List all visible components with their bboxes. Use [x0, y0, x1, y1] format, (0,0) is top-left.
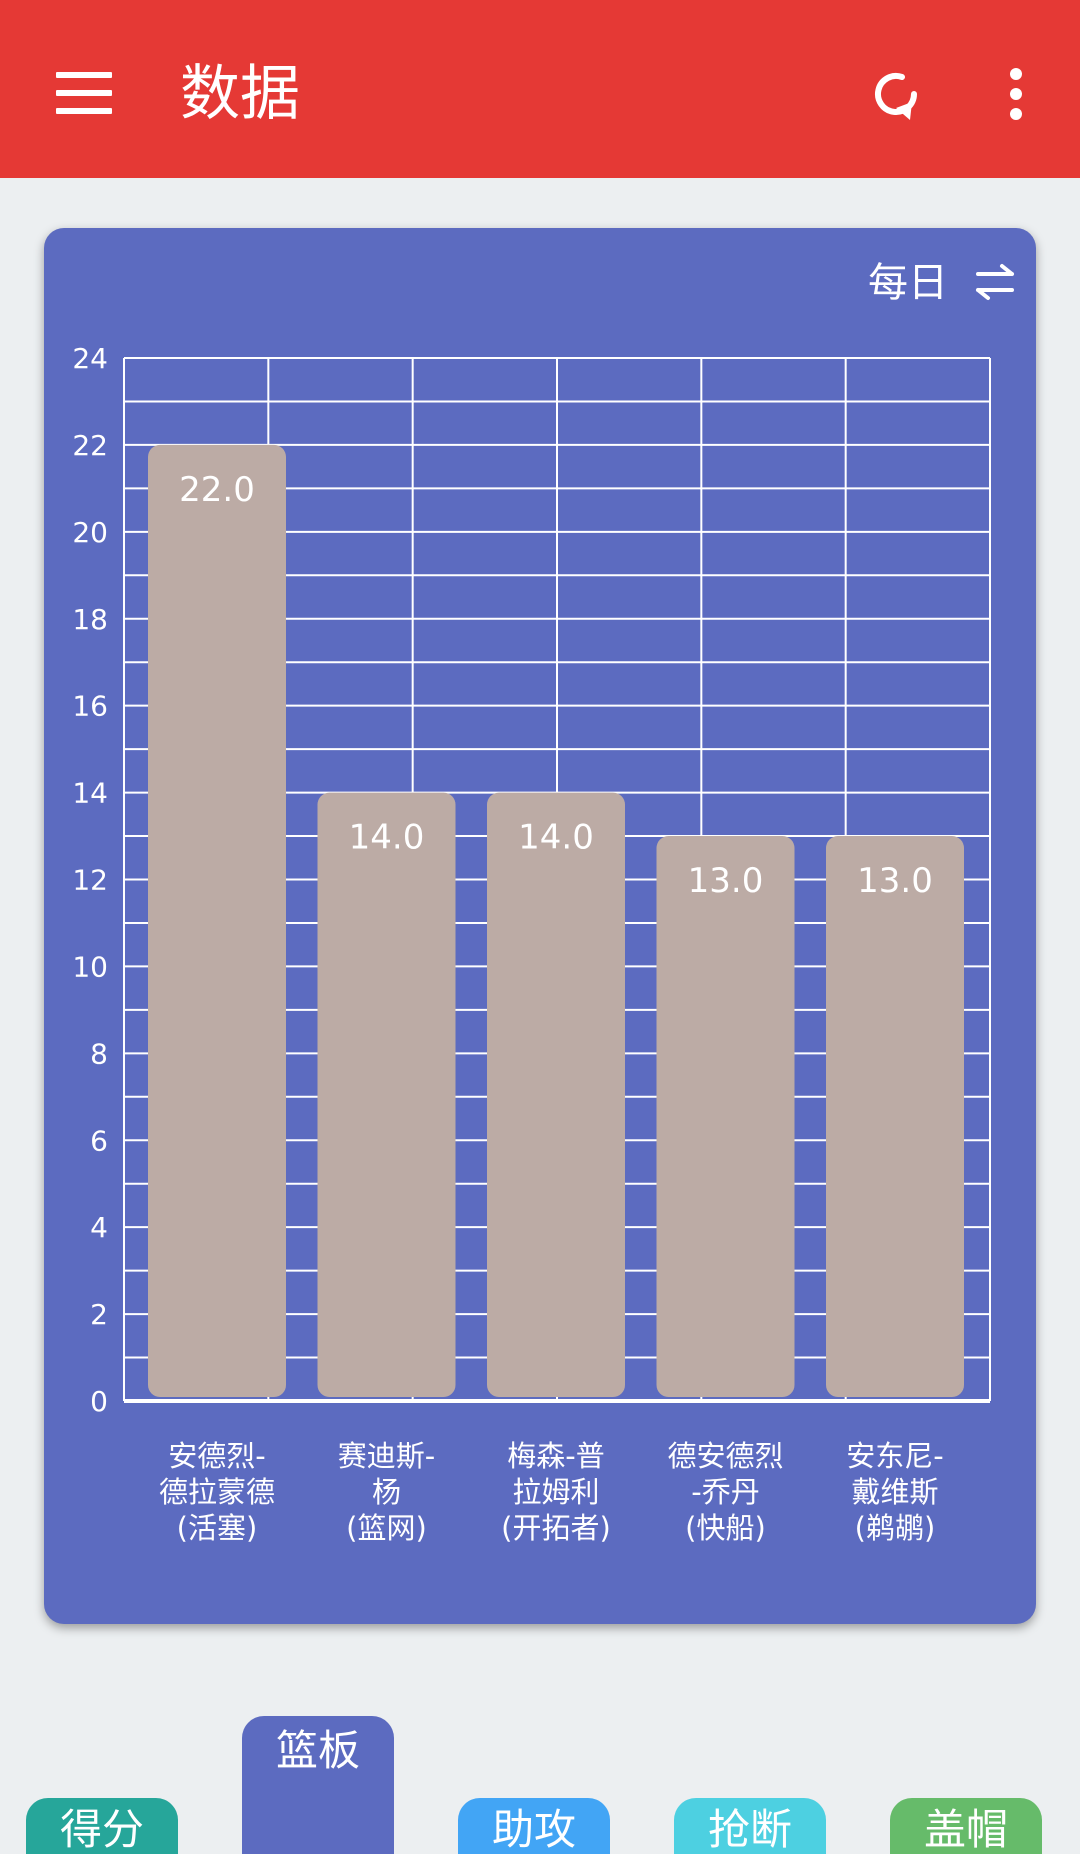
bar-value-label: 14.0: [349, 818, 425, 858]
bar-value-label: 13.0: [688, 861, 764, 901]
y-tick-label: 2: [90, 1298, 108, 1331]
tab-label: 助攻: [491, 1805, 576, 1854]
bar: [826, 836, 964, 1397]
tab-3[interactable]: 助攻: [458, 1798, 610, 1854]
tab-label: 抢断: [707, 1805, 792, 1854]
y-tick-label: 8: [90, 1037, 108, 1070]
y-tick-label: 4: [90, 1211, 108, 1244]
more-vert-icon[interactable]: [996, 66, 1036, 122]
tab-2[interactable]: 篮板: [242, 1716, 394, 1854]
bar: [148, 444, 286, 1397]
y-tick-label: 0: [90, 1385, 108, 1418]
x-category-label: 杨: [372, 1475, 401, 1509]
tab-4[interactable]: 抢断: [674, 1798, 826, 1854]
tab-label: 篮板: [275, 1726, 360, 1775]
tab-label: 盖帽: [923, 1805, 1008, 1854]
x-category-label: 安德烈-: [168, 1439, 265, 1473]
bar-value-label: 13.0: [857, 861, 933, 901]
x-category-label: (活塞): [177, 1511, 258, 1545]
x-category-label: -乔丹: [691, 1475, 759, 1509]
y-tick-label: 22: [72, 429, 108, 462]
period-label[interactable]: 每日: [868, 260, 948, 306]
tab-5[interactable]: 盖帽: [890, 1798, 1042, 1854]
x-category-label: 赛迪斯-: [338, 1439, 435, 1473]
x-category-label: (篮网): [346, 1511, 427, 1545]
bar-value-label: 22.0: [179, 470, 255, 510]
x-category-label: (快船): [685, 1511, 766, 1545]
swap-horizontal-icon[interactable]: [972, 262, 1018, 302]
bar-value-label: 14.0: [518, 818, 594, 858]
x-category-label: (开拓者): [501, 1511, 611, 1545]
y-tick-label: 6: [90, 1124, 108, 1157]
y-tick-label: 18: [72, 603, 108, 636]
y-tick-label: 24: [72, 342, 108, 375]
x-category-label: 梅森-普: [507, 1439, 604, 1473]
x-category-label: 德安德烈: [667, 1439, 783, 1473]
y-tick-label: 20: [72, 516, 108, 549]
x-category-label: 拉姆利: [512, 1475, 599, 1509]
page-title: 数据: [180, 59, 300, 129]
bar: [487, 792, 625, 1397]
y-tick-label: 14: [72, 777, 108, 810]
x-category-label: 德拉蒙德: [159, 1475, 275, 1509]
bar: [317, 792, 456, 1397]
x-category-label: 戴维斯: [851, 1475, 938, 1509]
x-category-label: 安东尼-: [846, 1439, 943, 1473]
x-category-label: (鹈鹕): [855, 1511, 936, 1545]
menu-icon[interactable]: [56, 72, 112, 114]
tab-1[interactable]: 得分: [26, 1798, 178, 1854]
y-tick-label: 16: [72, 690, 108, 723]
refresh-icon[interactable]: [866, 64, 926, 124]
y-tick-label: 12: [72, 864, 108, 897]
chart-card: 每日 0 2 4 6 8 10 12 14 16 18 20 22 24 22.0 14.0 14.0 13.…: [44, 228, 1036, 1624]
y-tick-label: 10: [72, 950, 108, 983]
bar: [656, 836, 795, 1397]
tab-label: 得分: [59, 1805, 144, 1854]
app-bar: 数据: [0, 0, 1080, 178]
